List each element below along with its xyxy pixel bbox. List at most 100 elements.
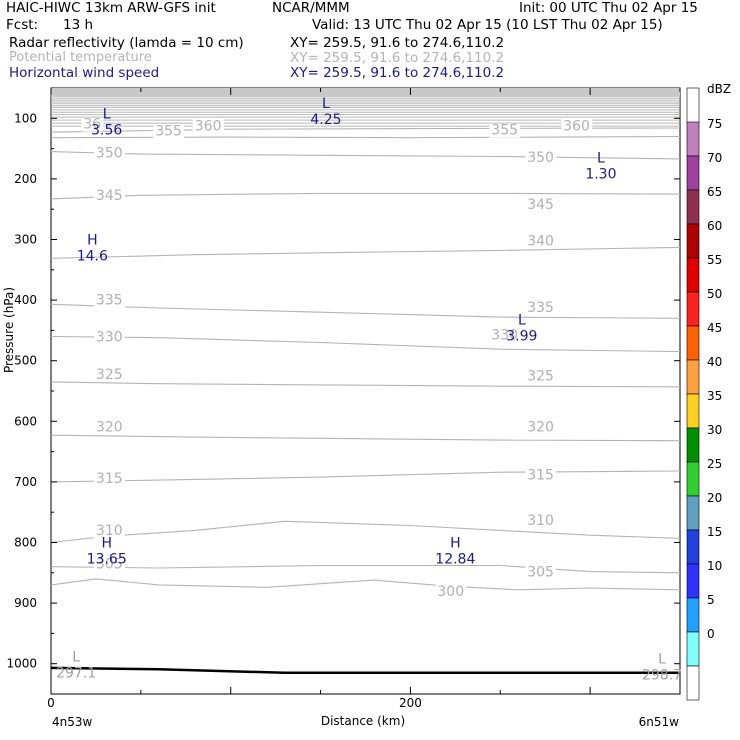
contour-label-bg [93, 330, 125, 345]
y-tick-label: 600 [14, 414, 37, 428]
colorbar-label: 50 [707, 287, 722, 301]
contour-label: 350 [527, 150, 554, 166]
colorbar-label: 70 [707, 151, 722, 165]
contour-label: 36 [83, 117, 101, 133]
y-tick-label: 500 [14, 354, 37, 368]
field-theta-xy: XY= 259.5, 91.6 to 274.6,110.2 [290, 50, 505, 66]
x-axis-ticks: 0 200 [47, 88, 681, 710]
wind-extremum-value: 12.84 [435, 551, 475, 567]
y-tick-label: 300 [14, 233, 37, 247]
y-tick-label: 700 [14, 475, 37, 489]
init-time: Init: 00 UTC Thu 02 Apr 15 [519, 0, 698, 16]
contour-label: 315 [96, 471, 123, 487]
colorbar-label: 65 [707, 185, 722, 199]
colorbar-swatch [686, 495, 700, 531]
x-tick-label: 0 [47, 696, 55, 710]
theta-extremum-marker: L [72, 650, 80, 666]
y-axis-ticks: 100 200 300 400 500 600 700 800 900 1000 [6, 111, 680, 695]
y-tick-label: 900 [14, 596, 37, 610]
colorbar-label: 20 [707, 491, 722, 505]
contour-label-bg [525, 565, 557, 580]
contour-label: 305 [96, 557, 123, 573]
colorbar-label: 55 [707, 253, 722, 267]
contour-labels: 350 350 345 345 340 335 335 330 330 325 325 320 320 3… [81, 117, 593, 600]
contour-label-bg [525, 369, 557, 384]
y-tick-label: 400 [14, 293, 37, 307]
colorbar-swatch [686, 665, 700, 701]
theta-extremum-value: 297.1 [56, 666, 96, 682]
contour-label: 335 [527, 300, 554, 316]
contour-label-bg [561, 119, 593, 134]
colorbar-label: 25 [707, 457, 722, 471]
wind-extremum-value: 3.56 [91, 122, 122, 138]
theta-contour-330 [50, 335, 681, 353]
contour-label: 360 [563, 118, 590, 134]
contour-label-bg [93, 293, 125, 308]
colorbar-label: 0 [707, 627, 715, 641]
contour-label-bg [93, 472, 125, 487]
colorbar-swatch [686, 359, 700, 395]
wind-extremum-value: 3.99 [506, 328, 537, 344]
contour-label-bg [489, 123, 521, 138]
contour-label: 345 [527, 197, 554, 213]
colorbar-unit: dBZ [707, 82, 731, 96]
wind-extremum-l-marker: L [103, 106, 111, 122]
contour-label-bg [81, 117, 104, 132]
wind-extremum-value: 1.30 [585, 167, 616, 183]
contour-label: 305 [527, 564, 554, 580]
org-label: NCAR/MMM [272, 0, 350, 16]
contour-label-bg [93, 557, 125, 572]
theta-extremum-marker: L [658, 652, 666, 668]
upper-band-fill [51, 88, 680, 98]
colorbar-swatch [686, 461, 700, 497]
y-tick-label: 1000 [6, 657, 37, 671]
field-wind-xy: XY= 259.5, 91.6 to 274.6,110.2 [290, 65, 505, 81]
field-wind-name: Horizontal wind speed [9, 65, 160, 81]
fcst-value: 13 h [63, 17, 94, 33]
contour-label: 330 [491, 327, 518, 343]
contour-label: 320 [527, 420, 554, 436]
wind-extremum-l-marker: L [597, 151, 605, 167]
colorbar-label: 10 [707, 559, 722, 573]
contour-label: 360 [195, 118, 222, 134]
contour-label: 355 [155, 123, 182, 139]
colorbar-swatch [686, 427, 700, 463]
colorbar-swatch [686, 189, 700, 225]
contour-label-bg [153, 124, 185, 139]
x-left-endpoint: 4n53w [52, 715, 93, 729]
colorbar-swatch [686, 121, 700, 157]
theta-contour-305 [50, 564, 681, 574]
wind-extrema: L3.56L4.25L1.30H14.6L3.99H13.65H12.84L29… [56, 96, 682, 684]
contour-label: 325 [96, 367, 123, 383]
contour-label: 350 [96, 146, 123, 162]
theta-contour-360 [50, 127, 681, 133]
colorbar-label: 30 [707, 423, 722, 437]
colorbar-swatch [686, 291, 700, 327]
colorbar-swatch [686, 631, 700, 667]
colorbar-swatch [686, 87, 700, 124]
contour-label-bg [525, 198, 557, 213]
colorbar-label: 75 [707, 117, 722, 131]
contour-label-bg [525, 513, 557, 528]
colorbar-swatch [686, 597, 700, 633]
valid-time: Valid: 13 UTC Thu 02 Apr 15 (10 LST Thu … [312, 17, 663, 33]
theta-contour-315 [50, 470, 681, 483]
wind-extremum-l-marker: L [322, 96, 330, 112]
theta-contour-340 [50, 246, 681, 259]
contour-label-bg [93, 367, 125, 382]
contour-label-bg [93, 420, 125, 435]
colorbar-swatch [686, 325, 700, 361]
field-reflectivity-xy: XY= 259.5, 91.6 to 274.6,110.2 [290, 35, 505, 51]
contour-label-bg [192, 119, 224, 134]
wind-extremum-h-marker: H [101, 535, 112, 551]
contour-label: 335 [96, 292, 123, 308]
y-tick-label: 200 [14, 172, 37, 186]
colorbar-swatch [686, 223, 700, 259]
colorbar-swatch [686, 257, 700, 293]
theta-contour-335 [50, 303, 681, 319]
field-theta-name: Potential temperature [9, 50, 152, 65]
theta-contour-320 [50, 434, 681, 442]
contour-label: 310 [527, 513, 554, 529]
